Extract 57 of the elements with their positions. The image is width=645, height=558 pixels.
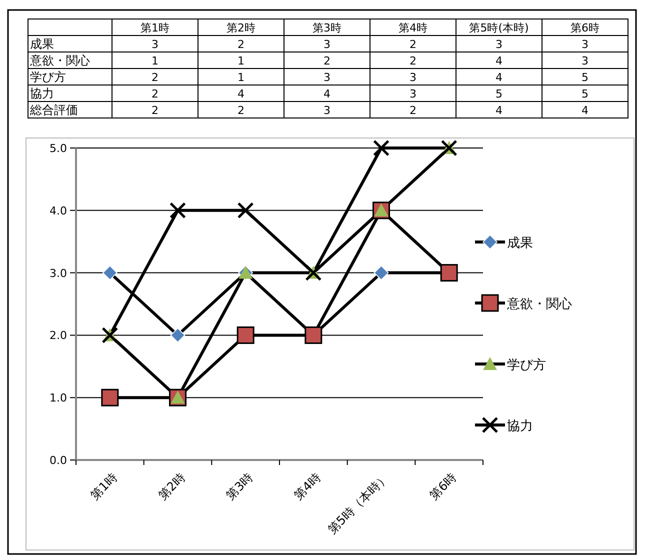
data-label: 3 <box>410 88 416 100</box>
data-label: 2 <box>410 104 416 117</box>
x-tick-label: 第6時 <box>570 22 600 34</box>
data-label: 3 <box>582 38 588 51</box>
y-tick-label: 0.0 <box>50 454 67 467</box>
x-tick-label: 第2時 <box>156 470 188 502</box>
data-label: 5 <box>496 88 502 100</box>
y-tick-label: 成果 <box>30 37 54 51</box>
data-label: 2 <box>324 54 330 68</box>
data-label: 2 <box>238 38 244 51</box>
x-tick-label: 第6時 <box>426 470 460 502</box>
data-label: 3 <box>152 38 158 51</box>
legend-label: 意欲・関心 <box>506 296 572 312</box>
y-tick-label: 4.0 <box>50 204 67 218</box>
y-tick-label: 意欲・関心 <box>29 54 90 68</box>
data-label: 3 <box>582 54 588 68</box>
data-label: 4 <box>582 104 588 117</box>
y-tick-label: 2.0 <box>50 329 67 342</box>
data-label: 3 <box>324 38 330 51</box>
x-tick-label: 第5時(本時) <box>469 22 529 34</box>
y-tick-label: 5.0 <box>50 142 67 155</box>
legend-label: 成果 <box>507 236 533 251</box>
y-tick-label: 総合評価 <box>29 103 78 117</box>
data-label: 1 <box>152 54 158 68</box>
x-tick-label: 第5時（本時） <box>325 470 392 536</box>
x-tick-label: 第4時 <box>291 470 324 502</box>
data-label: 3 <box>324 71 330 84</box>
data-label: 2 <box>152 104 158 117</box>
x-tick-label: 第1時 <box>140 22 170 34</box>
data-label: 1 <box>238 71 244 84</box>
y-tick-label: 協力 <box>30 86 54 100</box>
y-tick-label: 3.0 <box>50 266 67 280</box>
x-tick-label: 第1時 <box>88 470 120 502</box>
data-label: 4 <box>496 54 502 68</box>
data-label: 4 <box>324 88 330 100</box>
x-tick-label: 第4時 <box>398 22 428 34</box>
legend-label: 協力 <box>507 419 533 434</box>
x-tick-label: 第2時 <box>226 22 256 34</box>
data-label: 1 <box>238 54 244 68</box>
data-label: 2 <box>410 54 416 68</box>
legend-label: 学び方 <box>507 357 546 373</box>
data-label: 4 <box>496 104 502 117</box>
data-label: 2 <box>152 88 158 100</box>
y-tick-label: 学び方 <box>30 70 66 84</box>
y-tick-label: 1.0 <box>50 392 67 405</box>
data-label: 3 <box>324 104 330 117</box>
data-label: 4 <box>238 88 244 100</box>
data-label: 3 <box>496 38 502 51</box>
data-label: 5 <box>582 88 588 100</box>
data-label: 2 <box>238 104 244 117</box>
x-tick-label: 第3時 <box>312 22 342 34</box>
data-label: 3 <box>410 71 416 84</box>
data-label: 2 <box>152 71 158 84</box>
data-label: 5 <box>582 71 588 84</box>
data-label: 4 <box>496 71 502 84</box>
data-label: 2 <box>410 38 416 51</box>
x-tick-label: 第3時 <box>223 470 256 502</box>
